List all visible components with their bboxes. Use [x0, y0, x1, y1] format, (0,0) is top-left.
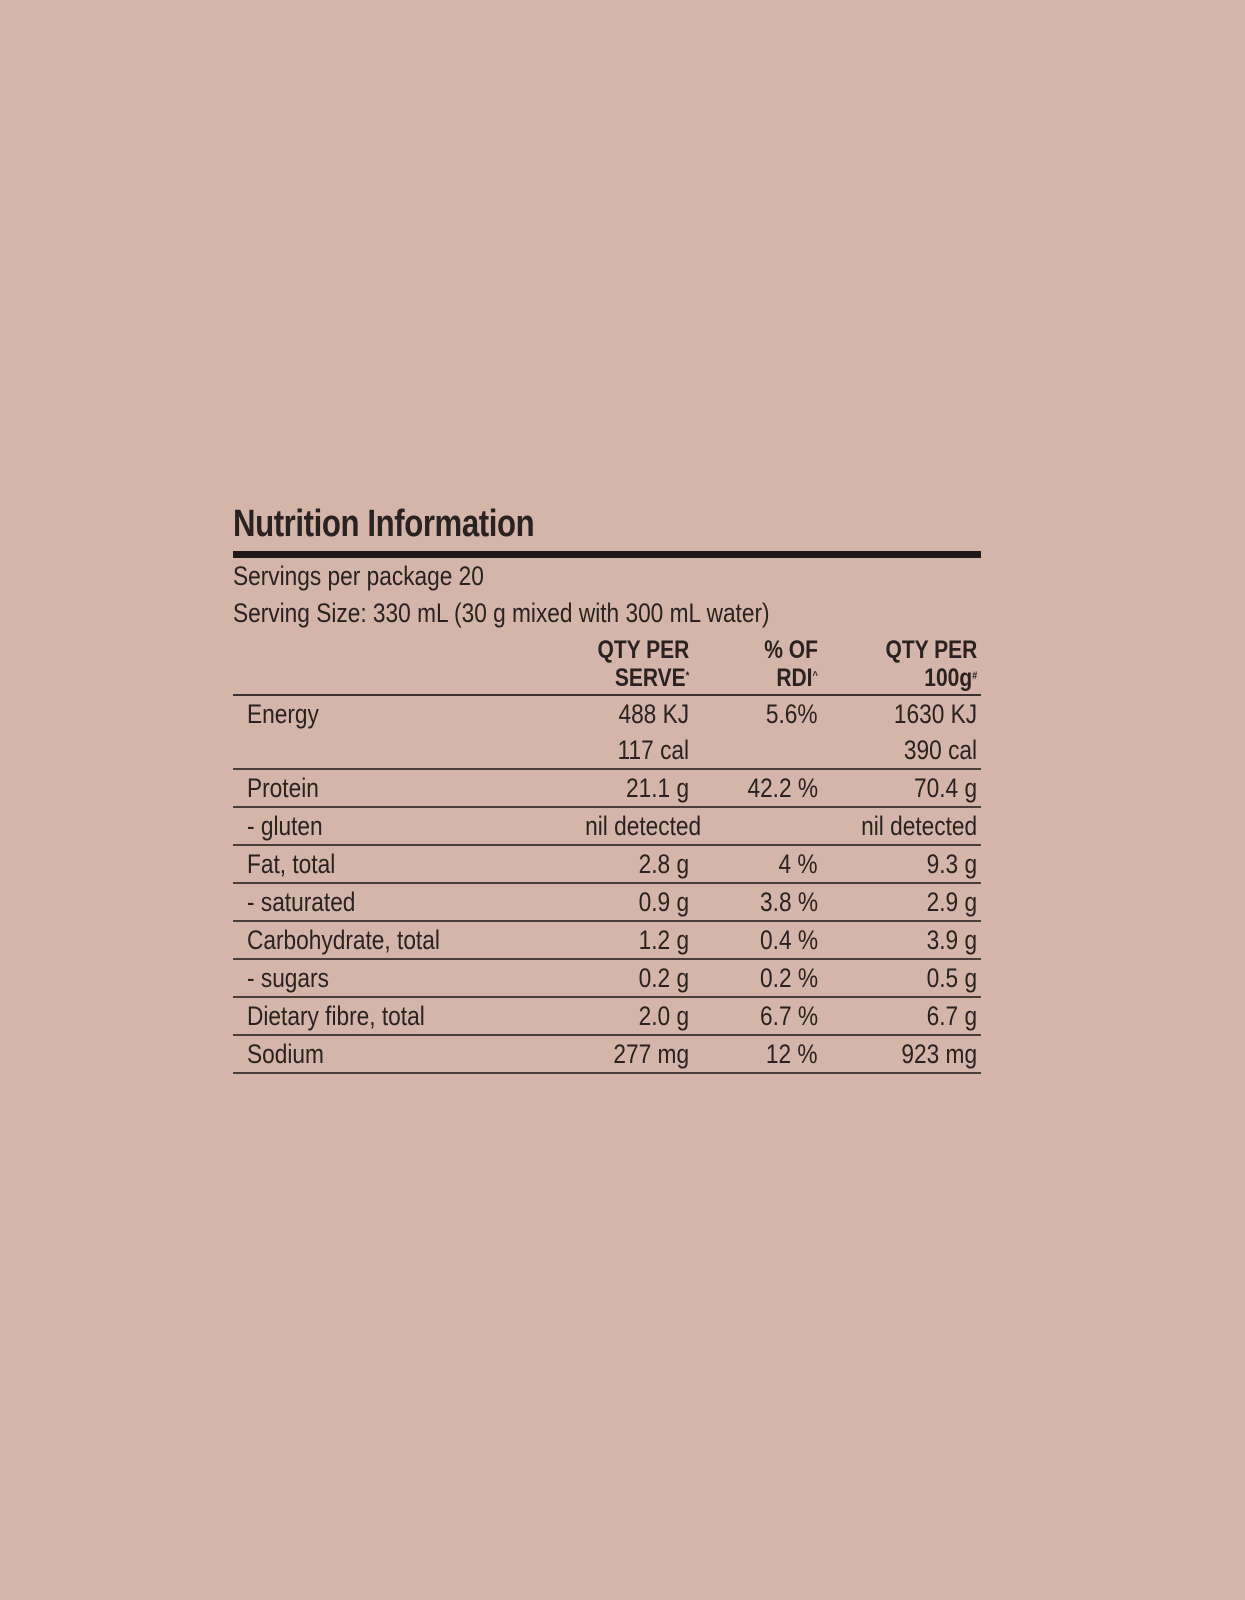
table-row: 117 cal 390 cal [233, 732, 981, 770]
qty-per-serve: 117 cal [563, 732, 693, 770]
qty-per-100g: 70.4 g [822, 769, 981, 808]
title-rule [233, 551, 981, 558]
row-label: Sodium [233, 1035, 563, 1074]
percent-rdi: 4 % [693, 845, 822, 884]
percent-rdi: 42.2 % [693, 769, 822, 808]
table-row: Protein 21.1 g 42.2 % 70.4 g [233, 769, 981, 808]
qty-per-100g: 3.9 g [822, 921, 981, 960]
row-label [233, 732, 563, 770]
qty-per-100g: 0.5 g [822, 959, 981, 998]
percent-rdi: 0.4 % [693, 921, 822, 960]
percent-rdi [693, 732, 822, 770]
percent-rdi [693, 807, 822, 846]
servings-per-package: Servings per package 20 [233, 561, 484, 591]
percent-rdi: 0.2 % [693, 959, 822, 998]
row-label: Protein [233, 769, 563, 808]
header-rdi: % OF RDI^ [693, 632, 822, 696]
row-label: Carbohydrate, total [233, 921, 563, 960]
qty-per-100g: 923 mg [822, 1035, 981, 1074]
table-row: Sodium 277 mg 12 % 923 mg [233, 1035, 981, 1074]
serving-size: Serving Size: 330 mL (30 g mixed with 30… [233, 598, 770, 628]
table-row: Carbohydrate, total 1.2 g 0.4 % 3.9 g [233, 921, 981, 960]
qty-per-100g: 2.9 g [822, 883, 981, 922]
table-row: - saturated 0.9 g 3.8 % 2.9 g [233, 883, 981, 922]
row-label: Fat, total [233, 845, 563, 884]
percent-rdi: 6.7 % [693, 997, 822, 1036]
qty-per-100g: 6.7 g [822, 997, 981, 1036]
table-row: - gluten nil detected nil detected [233, 807, 981, 846]
row-label: - saturated [233, 883, 563, 922]
qty-per-100g: 1630 KJ [893, 699, 977, 729]
header-blank [233, 632, 563, 696]
qty-per-serve: 0.2 g [563, 959, 693, 998]
header-row: QTY PER SERVE* % OF RDI^ QTY PER 100g# [233, 632, 981, 696]
qty-per-serve: 21.1 g [563, 769, 693, 808]
table-row: Dietary fibre, total 2.0 g 6.7 % 6.7 g [233, 997, 981, 1036]
row-label: - gluten [233, 807, 563, 846]
header-qty-per-serve: QTY PER SERVE* [563, 632, 693, 696]
panel-title: Nutrition Information [233, 503, 535, 545]
qty-per-serve: 2.0 g [563, 997, 693, 1036]
qty-per-serve: 277 mg [563, 1035, 693, 1074]
percent-rdi: 5.6% [766, 699, 818, 729]
header-qty-per-100g: QTY PER 100g# [822, 632, 981, 696]
qty-per-100g: 390 cal [822, 732, 981, 770]
row-label: - sugars [233, 959, 563, 998]
percent-rdi: 12 % [693, 1035, 822, 1074]
row-label: Dietary fibre, total [233, 997, 563, 1036]
nutrition-table: QTY PER SERVE* % OF RDI^ QTY PER 100g# Ener… [233, 632, 981, 1074]
qty-per-100g: 9.3 g [822, 845, 981, 884]
qty-per-serve: 488 KJ [618, 699, 689, 729]
percent-rdi: 3.8 % [693, 883, 822, 922]
nutrition-panel: Nutrition Information Servings per packa… [233, 500, 981, 1074]
table-row: Energy 488 KJ 5.6% 1630 KJ [233, 695, 981, 732]
qty-per-serve: 1.2 g [563, 921, 693, 960]
qty-per-serve: 0.9 g [563, 883, 693, 922]
row-label: Energy [247, 699, 319, 729]
table-row: - sugars 0.2 g 0.2 % 0.5 g [233, 959, 981, 998]
qty-per-100g: nil detected [822, 807, 981, 846]
qty-per-serve: nil detected [563, 807, 701, 846]
qty-per-serve: 2.8 g [563, 845, 693, 884]
